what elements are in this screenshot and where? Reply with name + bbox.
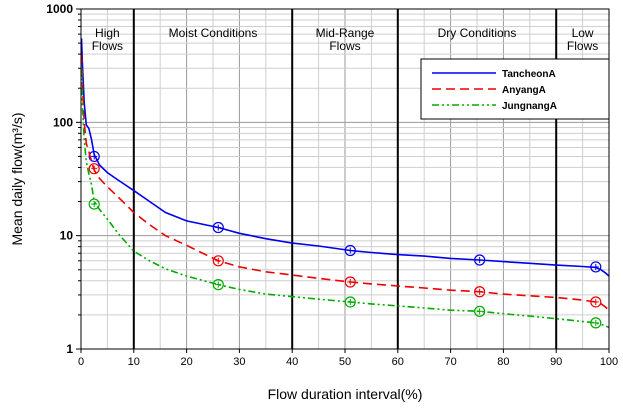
region-label: Dry Conditions xyxy=(438,26,517,40)
series-marker-jungnanga xyxy=(212,279,224,291)
x-tick-label: 0 xyxy=(78,356,84,368)
x-tick-label: 80 xyxy=(497,356,509,368)
region-label: Flows xyxy=(567,39,598,53)
marker-circle xyxy=(88,198,100,210)
y-axis-ticks: 1 10 100 1000 xyxy=(46,2,81,356)
series-marker-anyanga xyxy=(474,286,486,298)
series-marker-tancheona xyxy=(590,261,602,273)
legend-label-jungnanga: JungnangA xyxy=(502,101,557,112)
x-tick-label: 100 xyxy=(600,356,618,368)
marker-circle xyxy=(590,261,602,273)
series-line-anyanga xyxy=(80,54,610,311)
marker-circle xyxy=(590,317,602,329)
marker-circle xyxy=(344,296,356,308)
marker-circle xyxy=(344,244,356,257)
series-marker-jungnanga xyxy=(590,317,602,329)
legend-label-anyanga: AnyangA xyxy=(502,85,546,96)
marker-circle xyxy=(212,221,224,234)
x-tick-label: 90 xyxy=(550,356,562,368)
marker-circle xyxy=(344,276,356,288)
legend: TancheonA AnyangA JungnangA xyxy=(420,58,610,120)
marker-circle xyxy=(590,296,602,308)
marker-circle xyxy=(212,255,224,267)
region-label: Mid-Range xyxy=(316,26,375,40)
series-marker-anyanga xyxy=(88,163,100,175)
region-label: High xyxy=(95,26,120,40)
x-tick-label: 40 xyxy=(286,356,298,368)
region-label: Flows xyxy=(329,39,360,53)
marker-circle xyxy=(88,150,100,163)
series-line-tancheona xyxy=(80,38,610,277)
marker-circle xyxy=(474,254,486,266)
region-label: Moist Conditions xyxy=(169,26,258,40)
y-tick-label: 1000 xyxy=(46,2,73,16)
series-marker-anyanga xyxy=(344,276,356,288)
series-layer xyxy=(80,38,610,329)
x-tick-label: 10 xyxy=(128,356,140,368)
region-label: Low xyxy=(572,26,594,40)
x-tick-label: 50 xyxy=(339,356,351,368)
series-marker-jungnanga xyxy=(88,198,100,210)
x-tick-label: 20 xyxy=(180,356,192,368)
series-marker-jungnanga xyxy=(344,296,356,308)
series-line-jungnanga xyxy=(80,68,610,329)
series-marker-tancheona xyxy=(344,244,356,257)
legend-label-tancheona: TancheonA xyxy=(502,69,556,80)
marker-circle xyxy=(88,163,100,175)
series-marker-tancheona xyxy=(88,150,100,163)
x-axis-ticks: 0 10 20 30 40 50 60 70 80 90 100 xyxy=(78,349,618,368)
marker-circle xyxy=(474,305,486,317)
y-tick-label: 1 xyxy=(66,342,73,356)
x-tick-label: 70 xyxy=(444,356,456,368)
region-label: Flows xyxy=(92,39,123,53)
x-tick-label: 60 xyxy=(392,356,404,368)
y-tick-label: 100 xyxy=(53,115,73,129)
series-marker-anyanga xyxy=(212,255,224,267)
series-marker-tancheona xyxy=(212,221,224,234)
y-tick-label: 10 xyxy=(60,229,74,243)
y-axis-title: Mean daily flow(m³/s) xyxy=(9,112,25,245)
x-tick-label: 30 xyxy=(233,356,245,368)
x-axis-title: Flow duration interval(%) xyxy=(268,386,423,402)
condition-boundaries xyxy=(132,9,558,349)
series-marker-anyanga xyxy=(590,296,602,308)
series-marker-tancheona xyxy=(474,254,486,266)
series-marker-jungnanga xyxy=(474,305,486,317)
marker-circle xyxy=(474,286,486,298)
marker-circle xyxy=(212,279,224,291)
